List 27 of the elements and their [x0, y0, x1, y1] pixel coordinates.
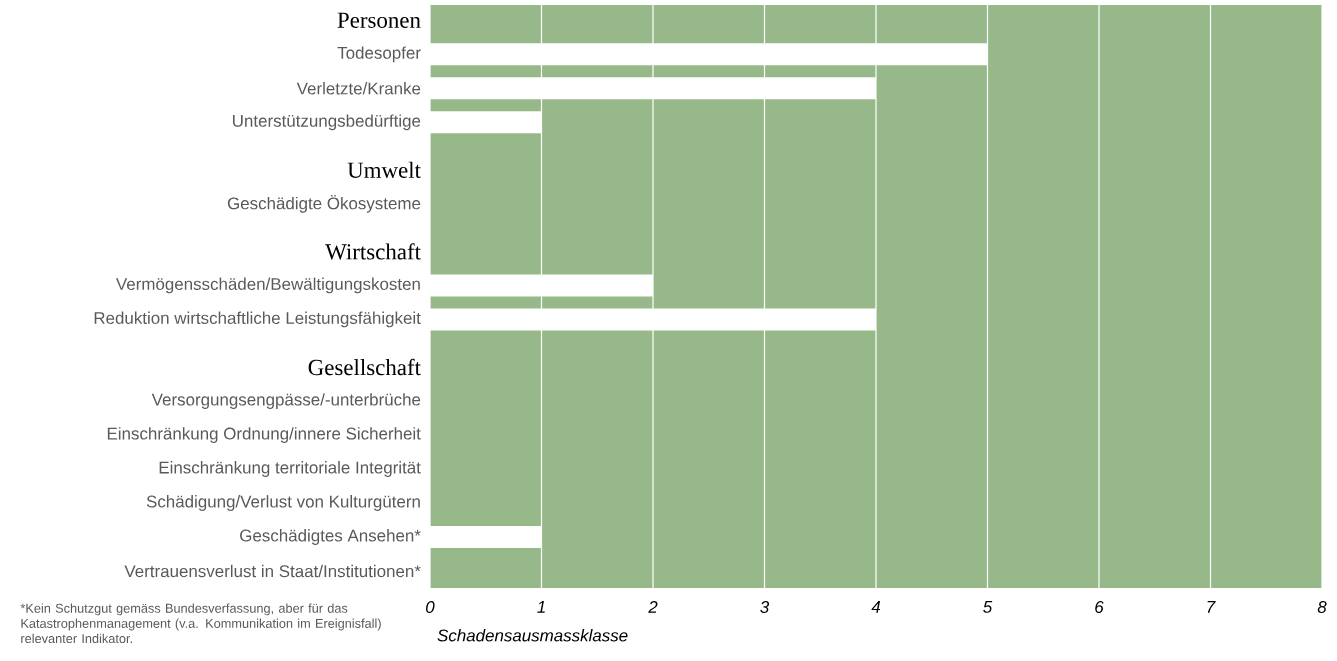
y-tick-label: Verletzte/Kranke: [296, 82, 421, 95]
x-tick-label: 2: [648, 601, 658, 613]
y-tick-label: Schädigung/Verlust von Kulturgütern: [146, 495, 420, 511]
y-tick-label: Einschränkung territoriale Integrität: [159, 461, 421, 477]
y-tick-label: Vertrauensverlust in Staat/Institutionen*: [124, 564, 421, 578]
x-tick-label: 4: [871, 601, 881, 613]
x-tick-label: 6: [1095, 601, 1104, 614]
x-tick-label: 0: [426, 601, 435, 614]
x-tick-label: 1: [537, 601, 545, 613]
text: *Kein Schutzgut gemäss Bundesverfassung, aber für das Katastrophenmanagement (v.a. Kommunikation im Ereignisfall) relevanter Indikator.: [20, 603, 381, 644]
y-tick-label: Todesopfer: [337, 46, 421, 63]
x-tick-label: 5: [983, 601, 993, 613]
x-axis-title: Schadensausmassklasse: [437, 629, 628, 642]
y-tick-label: Personen: [337, 12, 421, 28]
y-tick-label: Umwelt: [347, 161, 421, 178]
y-tick-label: Einschränkung Ordnung/innere Sicherheit: [107, 427, 421, 443]
y-tick-label: Gesellschaft: [308, 358, 421, 376]
y-tick-label: Geschädigte Ökosysteme: [227, 195, 421, 213]
y-tick-label: Vermögensschäden/Bewältigungskosten: [115, 277, 420, 294]
y-tick-label: Reduktion wirtschaftliche Leistungsfähigkeit: [94, 311, 421, 328]
x-tick-label: 7: [1207, 601, 1216, 613]
y-tick-label: Wirtschaft: [325, 243, 421, 260]
y-tick-label: Unterstützungsbedürftige: [233, 114, 421, 131]
y-tick-label: Versorgungsengpässe/-unterbrüche: [151, 393, 421, 409]
x-tick-label: 8: [1317, 601, 1327, 614]
x-tick-label: 3: [760, 601, 770, 614]
y-tick-label: Geschädigtes Ansehen*: [240, 529, 421, 545]
